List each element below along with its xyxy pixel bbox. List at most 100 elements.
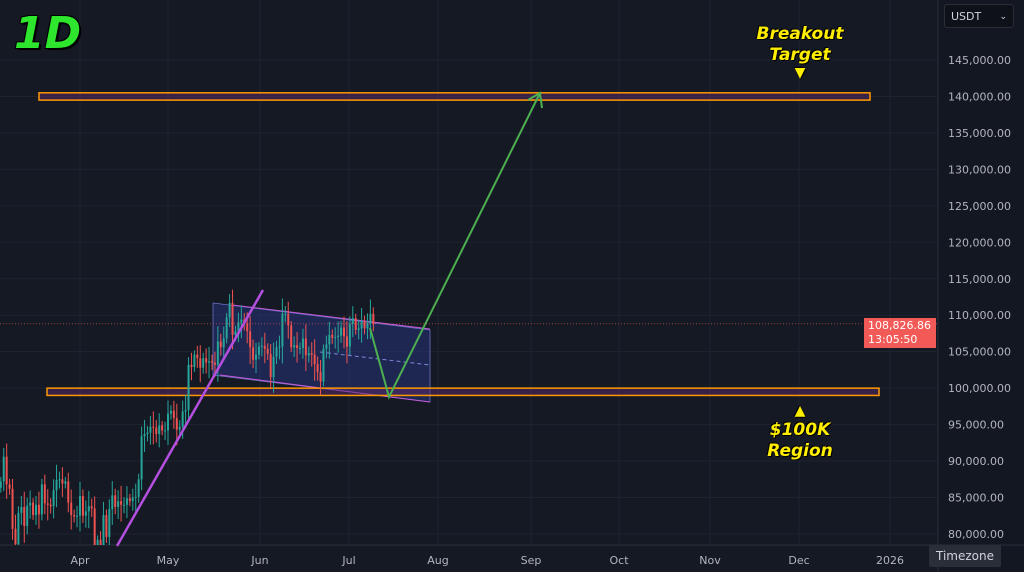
candle-body <box>255 354 257 360</box>
candle-body <box>0 481 2 488</box>
time-tick-label: Aug <box>427 554 448 567</box>
arrow-down-icon: ▼ <box>794 65 806 81</box>
candle-body <box>216 341 219 365</box>
price-tick-label: 115,000.00 <box>948 273 1011 286</box>
candle-body <box>14 528 17 545</box>
time-tick-label: 2026 <box>876 554 904 567</box>
timeframe-label: 1D <box>14 8 82 59</box>
candle-body <box>263 345 266 349</box>
candle-body <box>117 501 120 507</box>
time-tick-label: Apr <box>70 554 90 567</box>
arrow-up-icon: ▲ <box>794 403 806 419</box>
candle-body <box>99 539 102 545</box>
price-tick-label: 120,000.00 <box>948 236 1011 249</box>
projection-arrowhead <box>527 91 543 109</box>
candle-body <box>87 506 90 512</box>
candle-body <box>49 504 52 507</box>
candle-body <box>252 347 255 360</box>
timezone-button[interactable]: Timezone <box>929 545 1001 567</box>
candle-body <box>301 338 304 349</box>
price-tick-label: 130,000.00 <box>948 163 1011 176</box>
candle-body <box>70 502 73 516</box>
candle-body <box>93 508 96 545</box>
price-tick-label: 80,000.00 <box>948 528 1004 541</box>
candle-body <box>296 345 299 349</box>
candle-body <box>125 498 128 505</box>
candle-body <box>164 430 167 432</box>
candle-body <box>140 436 143 480</box>
candle-body <box>190 364 193 367</box>
candle-body <box>272 356 275 378</box>
candle-body <box>137 479 140 497</box>
candle-body <box>249 331 252 348</box>
price-tick-label: 110,000.00 <box>948 309 1011 322</box>
candle-body <box>345 336 348 347</box>
candle-body <box>20 506 23 513</box>
candle-body <box>331 334 334 338</box>
candle-body <box>337 335 340 338</box>
candle-body <box>293 345 296 348</box>
candle-body <box>102 515 105 545</box>
candle-body <box>46 503 49 505</box>
candle-body <box>334 337 337 339</box>
candle-body <box>152 426 155 428</box>
candle-body <box>284 313 287 315</box>
candle-body <box>8 484 11 489</box>
candle-body <box>161 425 164 431</box>
candle-body <box>287 313 290 326</box>
candle-body <box>79 496 81 516</box>
time-tick-label: Jul <box>341 554 355 567</box>
chevron-down-icon: ⌄ <box>999 12 1007 22</box>
candle-body <box>128 498 131 502</box>
candle-body <box>40 484 43 515</box>
candle-body <box>360 321 363 329</box>
candle-body <box>322 348 325 382</box>
candle-body <box>96 539 99 545</box>
candle-body <box>363 321 366 329</box>
candle-body <box>219 341 222 348</box>
candle-body <box>325 344 328 349</box>
candle-body <box>199 358 202 368</box>
candle-body <box>357 328 360 330</box>
candle-body <box>26 505 29 526</box>
candle-body <box>343 327 345 337</box>
candle-body <box>281 313 284 347</box>
candle-body <box>35 504 37 516</box>
candle-body <box>187 364 190 411</box>
price-tick-label: 90,000.00 <box>948 455 1004 468</box>
candle-body <box>290 325 293 348</box>
candle-body <box>269 353 272 378</box>
candle-body <box>328 334 331 345</box>
candle-body <box>58 479 61 481</box>
candle-body <box>2 456 5 482</box>
candle-body <box>23 506 26 526</box>
channel-upper-line <box>231 304 431 330</box>
candle-body <box>184 410 187 412</box>
candle-body <box>146 432 149 435</box>
price-tick-label: 140,000.00 <box>948 90 1011 103</box>
candle-body <box>108 509 111 537</box>
candle-body <box>67 481 70 503</box>
candle-body <box>134 496 137 498</box>
candle-body <box>354 318 357 330</box>
ascending-trendline <box>115 289 265 547</box>
candle-body <box>193 354 196 367</box>
candle-body <box>61 479 64 484</box>
time-tick-label: Jun <box>250 554 268 567</box>
candle-body <box>111 495 114 510</box>
candle-body <box>257 346 260 355</box>
candle-body <box>266 348 269 354</box>
candle-body <box>313 354 316 365</box>
breakout-target-label: Breakout Target ▼ <box>748 24 852 80</box>
candle-body <box>114 495 117 507</box>
candle-body <box>225 317 228 339</box>
time-tick-label: Oct <box>609 554 629 567</box>
candle-body <box>64 481 67 484</box>
time-tick-label: Nov <box>699 554 721 567</box>
projection-path <box>369 92 541 400</box>
candle-body <box>351 318 354 324</box>
currency-selector[interactable]: USDT ⌄ <box>944 4 1014 28</box>
candle-body <box>196 354 199 359</box>
